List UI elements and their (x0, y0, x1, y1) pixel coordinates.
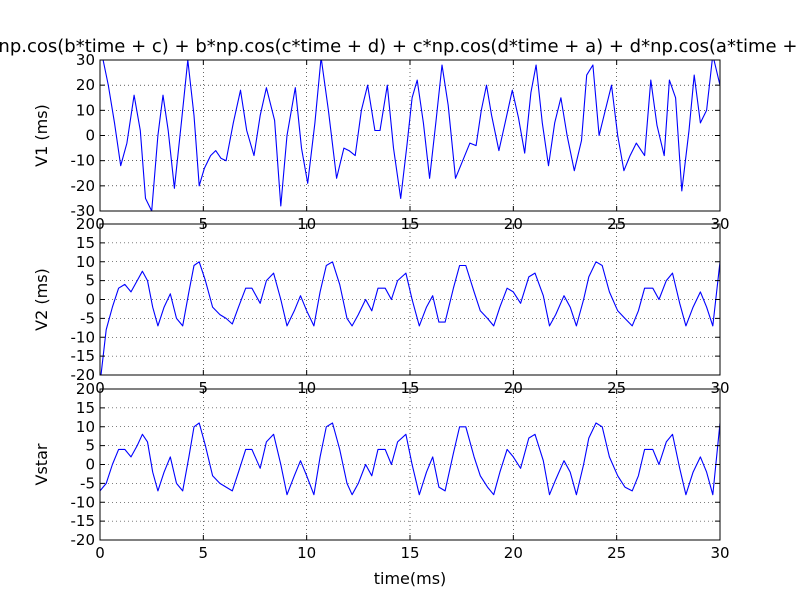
subplot-2-ytick-label-5: -5 (80, 309, 95, 327)
subplot-2-ytick-label-0: 0 (85, 291, 95, 309)
subplot-2-ytick-label-20: 20 (76, 215, 95, 233)
subplot-1-ylabel: V1 (ms) (32, 104, 51, 167)
subplot-2-xtick-label-30: 30 (710, 379, 729, 397)
subplot-3-ytick-label-5: -5 (80, 474, 95, 492)
subplot-2-xtick-label-25: 25 (607, 379, 626, 397)
subplot-1-ytick-label-30: -30 (71, 202, 96, 220)
subplot-3-ytick-label-0: 0 (85, 456, 95, 474)
subplot-2-ylabel: V2 (ms) (32, 268, 51, 331)
subplot-1-ytick-label-10: 10 (76, 101, 95, 119)
subplot-2-ytick-label-5: 5 (85, 272, 95, 290)
subplot-2-xtick-label-0: 0 (95, 379, 105, 397)
subplot-3-xtick-label-30: 30 (710, 544, 729, 562)
subplot-1-series-line (102, 60, 720, 211)
subplot-1-ytick-label-20: 20 (76, 76, 95, 94)
subplot-3-ytick-label-15: 15 (76, 399, 95, 417)
subplot-3: 0 5 10 15 20 25 30-20-15-10-505101520Vstartime… (32, 380, 730, 588)
subplot-3-ytick-label-10: 10 (76, 418, 95, 436)
subplot-3-xtick-label-10: 10 (297, 544, 316, 562)
subplot-2-ytick-label-10: 10 (76, 253, 95, 271)
subplot-1-ytick-label-0: 0 (85, 127, 95, 145)
subplot-3-xtick-label-0: 0 (95, 544, 105, 562)
subplot-3-xtick-label-15: 15 (400, 544, 419, 562)
subplot-2-ytick-label-20: -20 (71, 366, 96, 384)
subplot-3-ytick-label-5: 5 (85, 437, 95, 455)
subplot-3-ytick-label-15: -15 (71, 512, 96, 530)
figure-title: np.cos(b*time + c) + b*np.cos(c*time + d… (0, 36, 800, 57)
subplot-3-ytick-label-20: -20 (71, 531, 96, 549)
subplot-2-ytick-label-15: 15 (76, 234, 95, 252)
subplot-2-ytick-label-10: -10 (71, 328, 96, 346)
subplot-2-xtick-label-15: 15 (400, 379, 419, 397)
subplot-2-series-line (100, 261, 720, 375)
subplot-3-xtick-label-25: 25 (607, 544, 626, 562)
subplot-2-xtick-label-5: 5 (199, 379, 209, 397)
subplot-3-ylabel: Vstar (32, 443, 51, 485)
subplot-3-xtick-label-20: 20 (504, 544, 523, 562)
subplot-2-ytick-label-15: -15 (71, 347, 96, 365)
subplot-2-xtick-label-10: 10 (297, 379, 316, 397)
subplot-3-ytick-label-20: 20 (76, 380, 95, 398)
subplot-1-ytick-label-20: -20 (71, 177, 96, 195)
subplot-3-xtick-label-5: 5 (199, 544, 209, 562)
subplot-2-xtick-label-20: 20 (504, 379, 523, 397)
subplot-1-ytick-label-10: -10 (71, 152, 96, 170)
subplot-1-ytick-label-30: 30 (76, 51, 95, 69)
subplot-3-ytick-label-10: -10 (71, 493, 96, 511)
subplot-3-series-line (100, 422, 720, 496)
subplot-3-xlabel: time(ms) (374, 569, 447, 588)
